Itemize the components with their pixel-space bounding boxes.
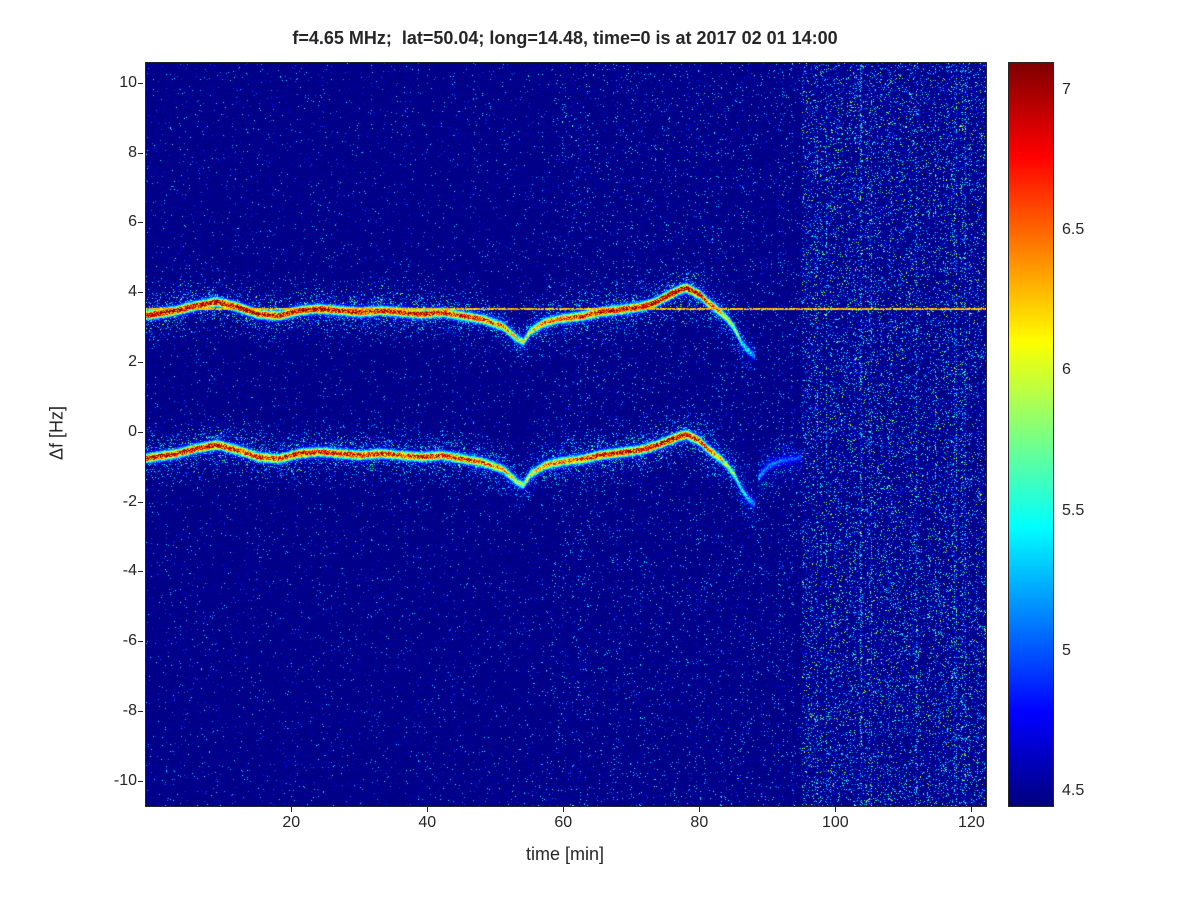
y-tick-label: -4 <box>122 562 137 580</box>
colorbar-tick-label: 4.5 <box>1062 781 1085 799</box>
chart-title: f=4.65 MHz; lat=50.04; long=14.48, time=… <box>292 28 838 48</box>
colorbar-tick-label: 5.5 <box>1062 501 1085 519</box>
y-tick-label: 6 <box>128 213 137 231</box>
x-tick-label: 40 <box>418 814 437 831</box>
colorbar-tick-label: 6.5 <box>1062 221 1085 239</box>
y-tick-label: 4 <box>128 283 137 301</box>
x-tick-label: 100 <box>822 814 849 831</box>
y-tick-label: -6 <box>122 632 137 650</box>
tick-mark <box>699 807 701 812</box>
tick-mark <box>138 641 143 643</box>
tick-mark <box>138 292 143 294</box>
y-tick-label: 0 <box>128 422 137 440</box>
tick-mark <box>138 152 143 154</box>
tick-mark <box>563 807 565 812</box>
tick-mark <box>138 780 143 782</box>
x-tick-label: 60 <box>554 814 573 831</box>
colorbar-tick-label: 6 <box>1062 361 1071 379</box>
tick-mark <box>138 222 143 224</box>
y-axis-label: Δf [Hz] <box>46 405 67 461</box>
y-tick-label: -8 <box>122 701 137 719</box>
tick-mark <box>138 361 143 363</box>
tick-mark <box>138 571 143 573</box>
y-tick-label: 8 <box>128 143 137 161</box>
tick-mark <box>138 501 143 503</box>
tick-mark <box>427 807 429 812</box>
colorbar-tick-label: 7 <box>1062 81 1071 99</box>
colorbar-tick-label: 5 <box>1062 641 1071 659</box>
y-tick-label: -10 <box>113 771 137 789</box>
tick-mark <box>835 807 837 812</box>
x-axis-label: time [min] <box>525 844 604 864</box>
y-tick-label: 10 <box>119 73 137 91</box>
colorbar <box>1008 62 1054 807</box>
x-tick-label: 120 <box>958 814 985 831</box>
tick-mark <box>138 710 143 712</box>
y-tick-label: 2 <box>128 352 137 370</box>
heatmap-canvas <box>145 62 987 807</box>
tick-mark <box>138 431 143 433</box>
tick-mark <box>971 807 973 812</box>
x-tick-label: 20 <box>282 814 301 831</box>
y-tick-label: -2 <box>122 492 137 510</box>
tick-mark <box>138 82 143 84</box>
x-tick-label: 80 <box>690 814 709 831</box>
tick-mark <box>291 807 293 812</box>
